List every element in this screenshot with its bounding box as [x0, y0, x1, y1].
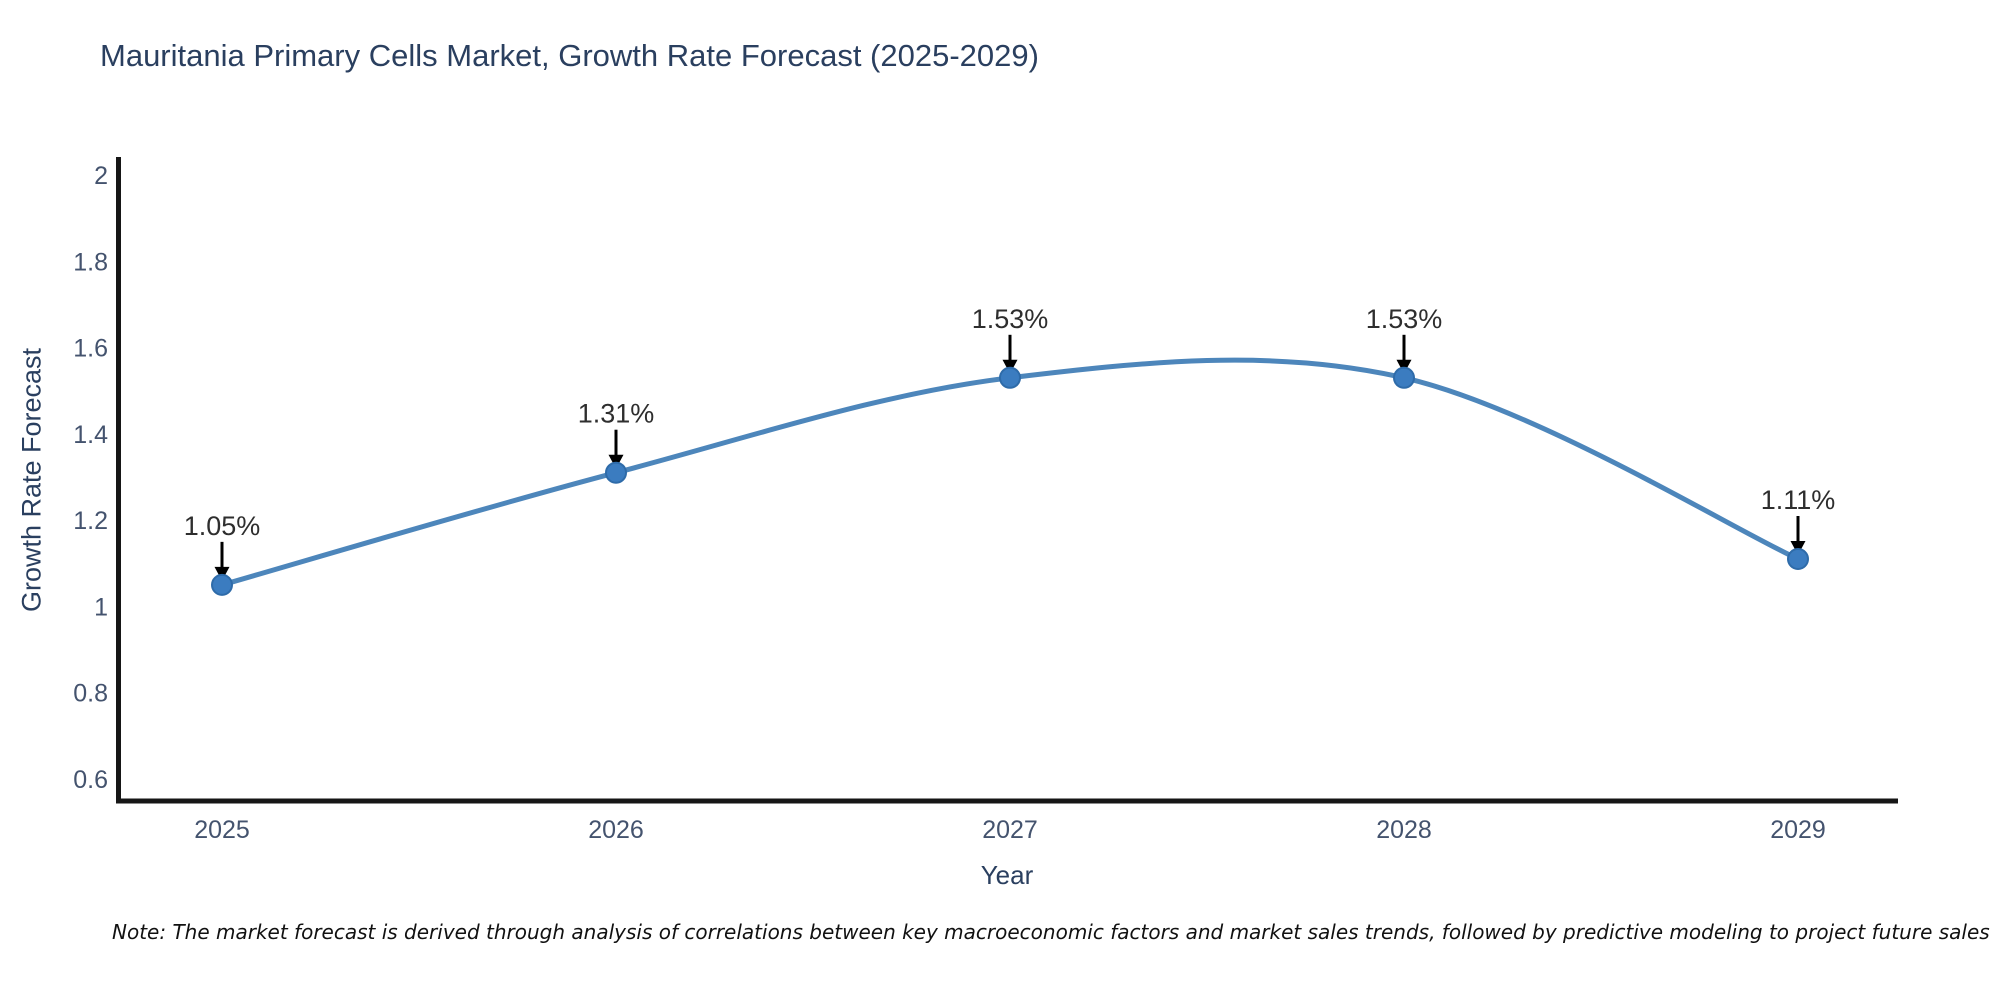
footnote: Note: The market forecast is derived thr… — [112, 920, 1990, 944]
annotation-label: 1.53% — [972, 304, 1049, 334]
x-tick-label: 2025 — [194, 816, 250, 844]
data-point-2026[interactable] — [605, 461, 627, 484]
y-tick-label: 1.2 — [73, 507, 108, 535]
y-tick-label: 0.8 — [73, 680, 108, 708]
y-tick-label: 0.6 — [73, 766, 108, 794]
y-tick-label: 1.4 — [73, 421, 108, 449]
data-point-2029[interactable] — [1787, 547, 1809, 570]
annotation-label: 1.05% — [184, 511, 261, 541]
trend-line — [219, 357, 1801, 588]
y-tick-label: 2 — [94, 162, 108, 190]
x-tick-label: 2026 — [588, 816, 644, 844]
data-point-2027[interactable] — [999, 366, 1021, 389]
y-tick-label: 1 — [94, 593, 108, 621]
annotation-label: 1.11% — [1761, 485, 1836, 515]
x-tick-label: 2027 — [982, 816, 1038, 844]
annotation-label: 1.31% — [578, 399, 655, 429]
y-tick-label: 1.6 — [73, 335, 108, 363]
annotation-label: 1.53% — [1366, 304, 1443, 334]
chart-title: Mauritania Primary Cells Market, Growth … — [100, 38, 1039, 73]
data-point-2025[interactable] — [211, 573, 233, 596]
y-tick-label: 1.8 — [73, 248, 108, 276]
x-tick-label: 2029 — [1770, 816, 1826, 844]
x-axis-title: Year — [980, 860, 1034, 890]
data-point-2028[interactable] — [1393, 366, 1415, 389]
x-tick-label: 2028 — [1376, 816, 1432, 844]
